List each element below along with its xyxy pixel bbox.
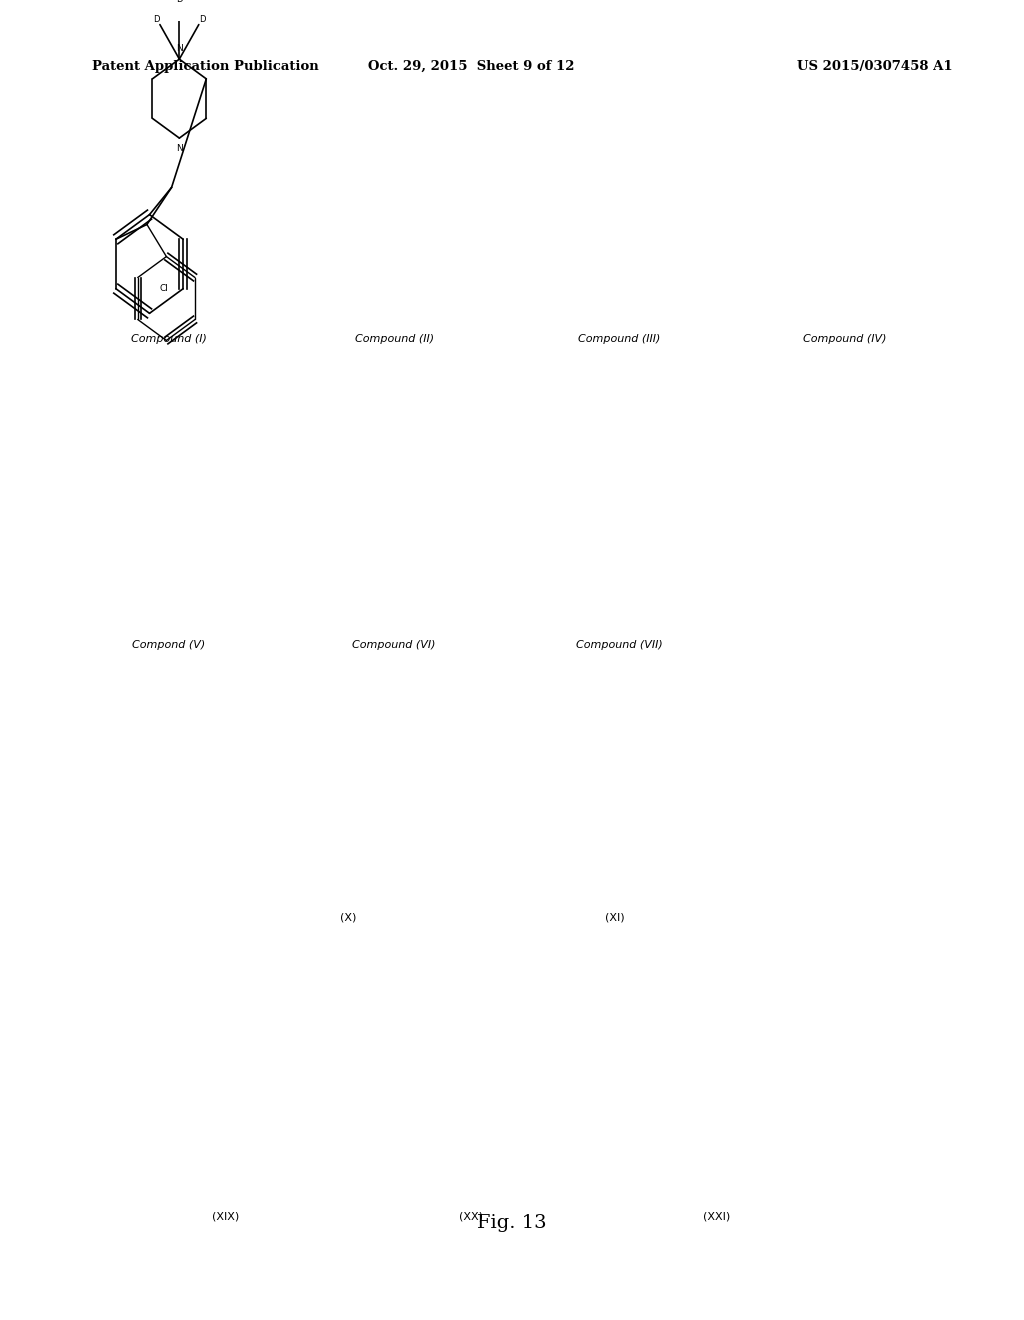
Text: US 2015/0307458 A1: US 2015/0307458 A1 <box>797 59 952 73</box>
Text: D: D <box>200 15 206 24</box>
Text: Compond (V): Compond (V) <box>132 640 206 649</box>
Text: (XXI): (XXI) <box>703 1210 730 1221</box>
Text: Compound (II): Compound (II) <box>354 334 434 345</box>
Text: Patent Application Publication: Patent Application Publication <box>92 59 318 73</box>
Text: D: D <box>176 0 182 4</box>
Text: Cl: Cl <box>160 284 168 293</box>
Text: Compound (I): Compound (I) <box>131 334 207 345</box>
Text: Compound (VII): Compound (VII) <box>577 640 663 649</box>
Text: (XX): (XX) <box>459 1210 483 1221</box>
Text: (XIX): (XIX) <box>212 1210 239 1221</box>
Text: Oct. 29, 2015  Sheet 9 of 12: Oct. 29, 2015 Sheet 9 of 12 <box>368 59 574 73</box>
Text: N: N <box>176 144 182 153</box>
Text: (X): (X) <box>340 912 356 923</box>
Text: (XI): (XI) <box>604 912 625 923</box>
Text: Compound (III): Compound (III) <box>579 334 660 345</box>
Text: Fig. 13: Fig. 13 <box>477 1213 547 1232</box>
Text: D: D <box>153 15 160 24</box>
Text: Compound (VI): Compound (VI) <box>352 640 436 649</box>
Text: N: N <box>176 45 182 53</box>
Text: Compound (IV): Compound (IV) <box>803 334 887 345</box>
